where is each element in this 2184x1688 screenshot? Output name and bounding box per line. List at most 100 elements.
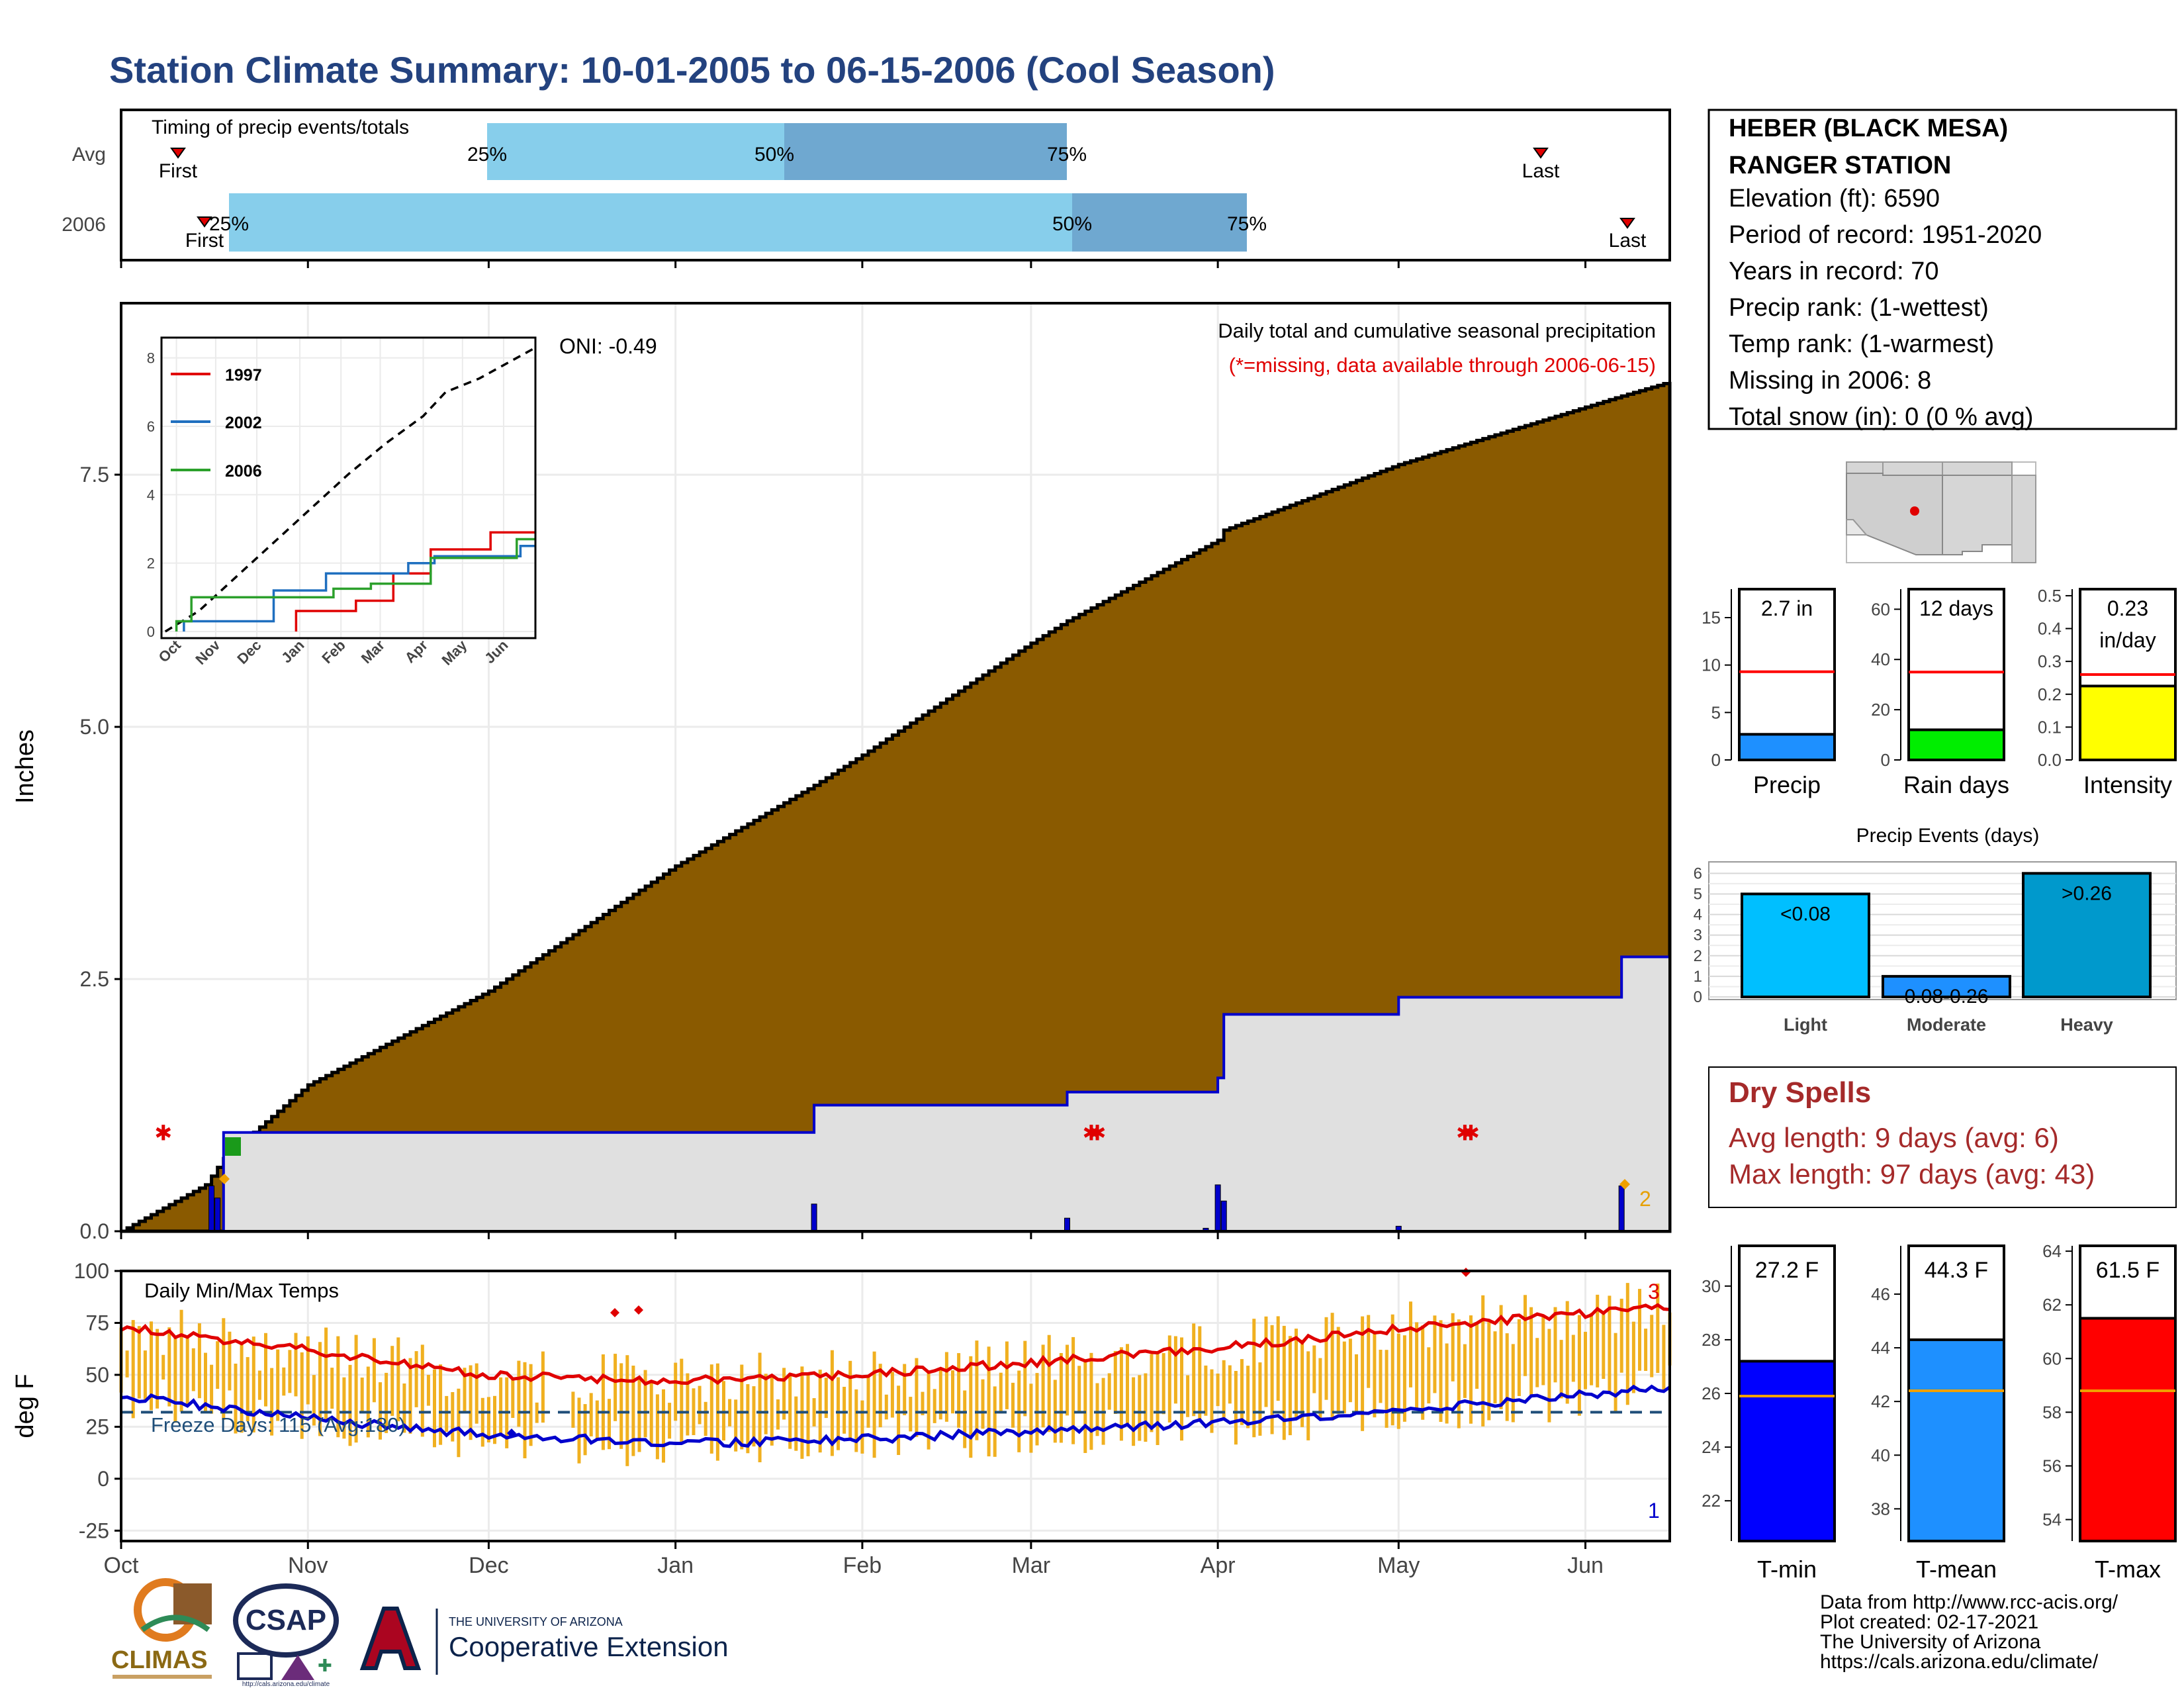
inset-frame — [160, 336, 537, 639]
daily-temp-bar — [324, 1327, 328, 1420]
daily-temp-bar — [927, 1372, 931, 1450]
map-region-new-mexico — [1942, 475, 2013, 555]
daily-temp-bar — [1553, 1307, 1557, 1383]
inset-x-tick-label: Oct — [156, 636, 185, 665]
daily-temp-bar — [746, 1384, 750, 1454]
daily-temp-bar — [848, 1360, 852, 1440]
temp-gridlines — [120, 1270, 1670, 1541]
daily-temp-bar — [1246, 1366, 1250, 1429]
daily-temp-bar — [1300, 1339, 1304, 1427]
map-region-colorado — [1942, 461, 2013, 476]
precip-panel: ✱ ✱✱ ✱✱ 2 Daily total and cumulative seaso… — [11, 302, 1672, 1243]
temp-chart-tick-label: 58 — [2042, 1402, 2062, 1422]
daily-temp-bar — [589, 1393, 593, 1436]
daily-temp-bar — [480, 1397, 484, 1447]
credit-url: https://cals.arizona.edu/climate/ — [1820, 1651, 2099, 1673]
daily-temp-bar — [649, 1382, 653, 1446]
inset-x-tick-label: May — [438, 636, 470, 668]
daily-temp-bar — [1222, 1360, 1226, 1419]
daily-temp-bar — [1493, 1331, 1497, 1404]
inset-y-tick-label: 6 — [147, 418, 155, 435]
dry-spells-max: Max length: 97 days (avg: 43) — [1729, 1158, 2095, 1190]
daily-temp-bar — [1132, 1377, 1136, 1446]
daily-temp-bar — [662, 1389, 665, 1463]
daily-temp-bar — [740, 1364, 744, 1450]
daily-temp-bar — [668, 1403, 672, 1439]
daily-temp-bar — [1396, 1333, 1400, 1429]
credits: Data from http://www.rcc-acis.org/ Plot … — [1820, 1591, 2118, 1673]
credit-created: Plot created: 02-17-2021 — [1820, 1611, 2038, 1633]
precip-total-chart: 0 5 10 15 2.7 in Precip — [1702, 588, 1836, 798]
daily-temp-bar — [897, 1385, 901, 1455]
station-period: Period of record: 1951-2020 — [1729, 221, 2042, 249]
tmax-chart: 54 56 58 60 62 64 61.5 F T-max — [2042, 1241, 2177, 1583]
daily-temp-bar — [137, 1326, 141, 1399]
precip-green-marker — [225, 1137, 241, 1156]
locator-map — [1846, 461, 2036, 563]
timing-2006-first-marker — [197, 216, 212, 228]
daily-temp-bar — [1445, 1343, 1449, 1424]
inset-x-tick-label: Mar — [358, 637, 388, 667]
daily-temp-bar — [420, 1344, 424, 1437]
temp-y-tick-label: 75 — [85, 1311, 109, 1335]
daily-temp-bar — [1535, 1338, 1539, 1387]
daily-temp-bar — [1402, 1335, 1406, 1422]
climas-logo-wordmark: CLIMAS — [111, 1646, 208, 1674]
daily-temp-bar — [614, 1354, 617, 1421]
temp-y-tick-label: -25 — [79, 1519, 109, 1542]
tmean-chart: 38 40 42 44 46 44.3 F T-mean — [1871, 1244, 2005, 1583]
events-category-label: Heavy — [2060, 1015, 2113, 1035]
daily-temp-bar — [396, 1337, 400, 1422]
temp-y-tick-label: 25 — [85, 1415, 109, 1438]
daily-temp-bar — [282, 1367, 286, 1396]
daily-temp-bar — [1138, 1375, 1142, 1441]
daily-temp-bar — [1499, 1305, 1503, 1409]
inset-x-tick-label: Jan — [278, 637, 307, 666]
month-label: Apr — [1201, 1553, 1236, 1578]
university-of-arizona-logo: THE UNIVERSITY OF ARIZONA Cooperative Ex… — [359, 1607, 729, 1675]
daily-temp-bar — [499, 1377, 503, 1435]
daily-temp-bar — [529, 1364, 533, 1446]
temp-record-marker-4 — [507, 1429, 516, 1438]
daily-temp-bar — [360, 1378, 364, 1413]
daily-temp-bar — [1427, 1347, 1431, 1404]
daily-temp-bar — [1119, 1347, 1123, 1441]
daily-temp-bar — [1511, 1344, 1515, 1423]
events-category-label: Moderate — [1907, 1015, 1986, 1035]
daily-temp-bar — [1644, 1329, 1648, 1371]
station-temp-rank: Temp rank: (1-warmest) — [1729, 330, 1994, 358]
daily-temp-bar — [1270, 1325, 1274, 1434]
cumulative-2006-precip-area — [121, 955, 1671, 1233]
daily-temp-bar — [1083, 1359, 1087, 1453]
timing-month-ticks — [120, 260, 1587, 268]
temp-chart-tick-label: 60 — [2042, 1348, 2062, 1368]
daily-temp-bar — [1144, 1373, 1148, 1442]
daily-temp-bar — [1571, 1335, 1575, 1382]
daily-temp-bar — [1584, 1331, 1587, 1389]
timing-avg-last-label: Last — [1522, 160, 1560, 182]
daily-temp-bar — [517, 1360, 521, 1427]
daily-temp-bar — [1631, 1321, 1635, 1393]
timing-avg-bar-25-50 — [487, 123, 784, 180]
daily-temp-bar — [161, 1354, 165, 1380]
daily-temp-bar — [1035, 1373, 1039, 1446]
temp-chart-bar — [2079, 1317, 2177, 1543]
daily-temp-bar — [1475, 1323, 1479, 1389]
daily-temp-bar — [348, 1364, 352, 1446]
daily-temp-bar — [1282, 1325, 1286, 1440]
temp-chart-tick-label: 22 — [1702, 1491, 1721, 1511]
daily-temp-bar — [782, 1368, 786, 1420]
daily-temp-bar — [944, 1352, 948, 1422]
station-total-snow: Total snow (in): 0 (0 % avg) — [1729, 403, 2033, 431]
daily-temp-bar — [1071, 1336, 1075, 1444]
daily-temp-bar — [969, 1356, 973, 1458]
daily-temp-bar — [1662, 1325, 1666, 1391]
daily-temp-bar — [752, 1386, 756, 1447]
missing-data-markers: ✱ ✱✱ ✱✱ — [154, 1121, 1480, 1145]
daily-temp-bar — [981, 1379, 985, 1429]
daily-temp-bar — [709, 1364, 713, 1454]
daily-temp-bar — [608, 1399, 611, 1450]
timing-2006-75-label: 75% — [1227, 213, 1267, 235]
daily-temp-bar — [270, 1368, 274, 1436]
daily-temp-bar — [1390, 1314, 1394, 1426]
